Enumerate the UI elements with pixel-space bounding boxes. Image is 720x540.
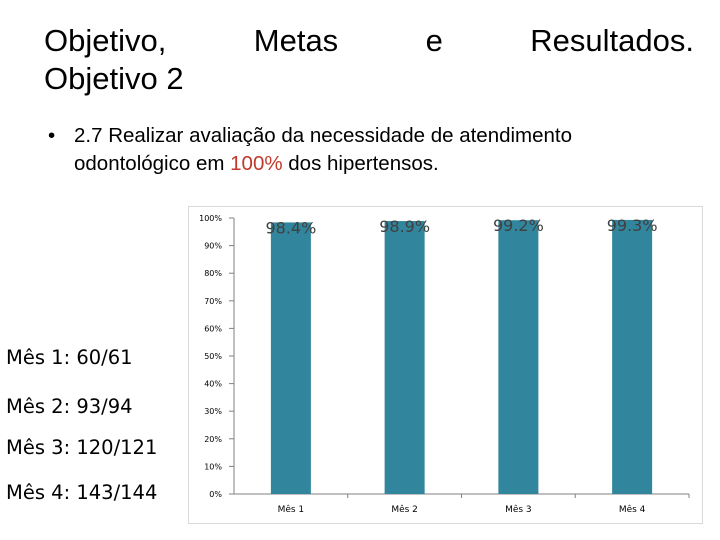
bar-chart: 0% 10% 20% 30% 40% 50% 60% 70% 80% 90% 100% 98.4% Mê… (188, 206, 703, 524)
y-tick-label: 50% (204, 352, 222, 361)
y-tick-label: 0% (209, 490, 222, 499)
title-line-1: Objetivo, Metas e Resultados. (44, 22, 694, 60)
bullet-text-line-2: odontológico em 100% dos hipertensos. (74, 150, 676, 178)
bullet-text-line-1: 2.7 Realizar avaliação da necessidade de… (74, 124, 573, 147)
title-word-2: Metas (253, 23, 339, 58)
title-line-2: Objetivo 2 (44, 61, 184, 96)
y-tick-label: 20% (204, 435, 222, 444)
bullet-symbol: • (48, 124, 56, 147)
y-tick-label: 90% (204, 242, 222, 251)
x-tick-label: Mês 3 (505, 504, 532, 515)
bullet-text-start: odontológico em (74, 152, 231, 175)
bar-mes-1 (270, 222, 311, 494)
y-tick-label: 100% (199, 214, 222, 223)
bullet-text-end: dos hipertensos. (282, 152, 439, 175)
data-label: 98.4% (265, 218, 316, 237)
month-2-count: Mês 2: 93/94 (6, 395, 133, 418)
chart-border (188, 206, 703, 524)
slide-title: Objetivo, Metas e Resultados. Objetivo 2 (44, 22, 694, 98)
y-tick-label: 40% (204, 380, 222, 389)
title-word-3: e (425, 23, 443, 58)
bar-mes-3 (498, 220, 539, 494)
x-tick-label: Mês 4 (619, 504, 646, 515)
x-tick-label: Mês 2 (391, 504, 418, 515)
y-tick-label: 70% (204, 297, 222, 306)
bar-mes-4 (612, 219, 653, 494)
data-label: 98.9% (379, 217, 430, 236)
y-tick-label: 80% (204, 269, 222, 278)
y-tick-label: 30% (204, 407, 222, 416)
x-tick-label: Mês 1 (278, 504, 305, 515)
bullet-highlight: 100% (230, 152, 283, 175)
month-3-count: Mês 3: 120/121 (6, 436, 158, 459)
data-label: 99.2% (493, 216, 544, 235)
bullet-point: • 2.7 Realizar avaliação da necessidade … (48, 122, 676, 178)
title-word-1: Objetivo, (44, 23, 167, 58)
month-4-count: Mês 4: 143/144 (6, 481, 158, 504)
month-1-count: Mês 1: 60/61 (6, 346, 133, 369)
title-word-4: Resultados. (530, 23, 694, 58)
bar-mes-2 (384, 221, 425, 494)
y-tick-label: 60% (204, 324, 222, 333)
y-tick-label: 10% (204, 462, 222, 471)
data-label: 99.3% (607, 216, 658, 235)
